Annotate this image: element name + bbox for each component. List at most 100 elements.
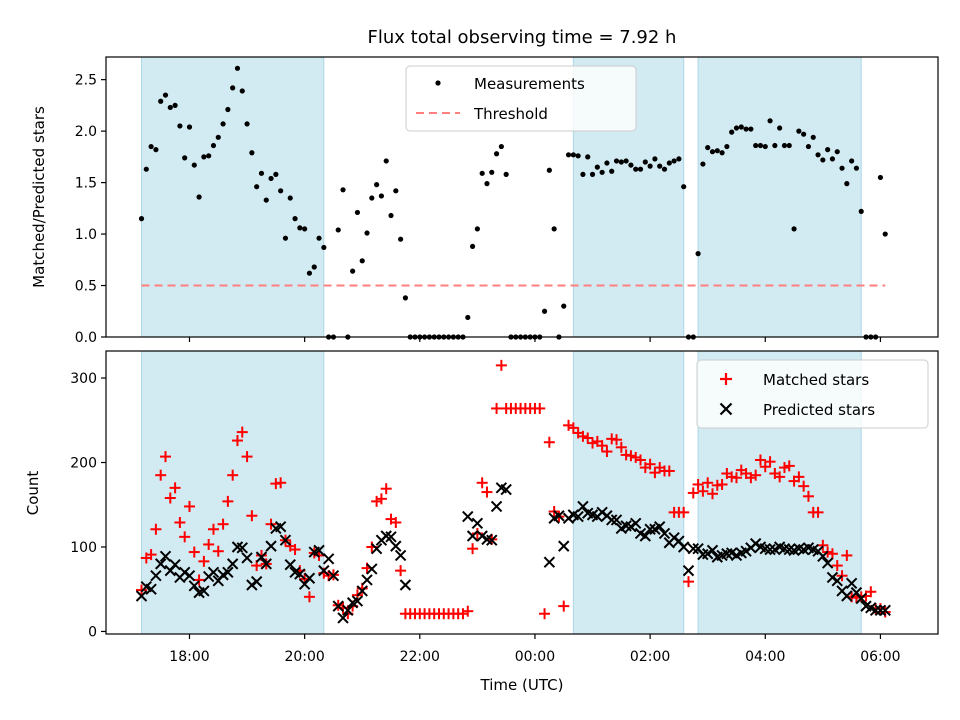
matched-star-point: [183, 500, 195, 512]
measurement-point: [594, 164, 600, 170]
predicted-star-point: [817, 550, 829, 562]
matched-star-point: [750, 469, 762, 481]
x-tick-label: 20:00: [284, 649, 324, 665]
predicted-star-point: [706, 544, 719, 557]
predicted-star-point: [553, 510, 565, 522]
measurement-point: [849, 158, 855, 164]
measurement-point: [623, 158, 629, 164]
measurement-point: [767, 118, 773, 124]
measurement-point: [177, 123, 183, 129]
measurement-point: [167, 104, 173, 111]
matched-star-point: [169, 482, 181, 494]
predicted-star-point: [385, 531, 397, 543]
matched-stars-series: [136, 359, 891, 620]
measurement-point: [465, 314, 471, 321]
measurement-point: [877, 174, 884, 181]
matched-stars-legend-marker: [720, 373, 732, 385]
measurement-point: [676, 156, 682, 162]
predicted-star-point: [150, 570, 162, 582]
measurement-point: [633, 166, 639, 172]
predicted-star-point: [394, 549, 407, 562]
predicted-star-point: [596, 506, 608, 519]
matched-star-point: [706, 488, 718, 500]
measurement-point: [753, 142, 759, 149]
matched-star-point: [611, 434, 623, 446]
measurement-point: [364, 230, 370, 236]
measurement-point: [815, 152, 821, 158]
predicted-star-point: [183, 570, 196, 582]
matched-star-point: [289, 544, 301, 556]
matched-star-point: [155, 469, 167, 481]
top-y-tick-label: 2.5: [75, 73, 97, 89]
matched-star-point: [558, 600, 570, 612]
measurement-point: [215, 134, 221, 140]
measurement-point: [378, 193, 385, 199]
matched-star-point: [491, 402, 503, 414]
measurement-point: [700, 161, 706, 167]
matched-star-point: [582, 432, 594, 444]
predicted-star-point: [869, 604, 882, 617]
predicted-star-point: [577, 500, 589, 513]
predicted-star-point: [399, 579, 412, 591]
measurement-point: [498, 143, 504, 150]
top-y-tick-label: 2.0: [75, 124, 97, 140]
predicted-star-point: [668, 531, 680, 544]
measurement-point: [853, 165, 860, 171]
matched-star-point: [778, 462, 790, 474]
matched-star-point: [812, 506, 824, 518]
measurement-point: [882, 231, 888, 237]
predicted-star-point: [682, 564, 695, 577]
measurement-point: [278, 188, 284, 194]
matched-star-point: [222, 495, 234, 507]
bottom-axes-frame: [105, 350, 939, 635]
measurement-point: [153, 147, 159, 153]
measurement-point: [388, 212, 394, 219]
measurement-point: [311, 264, 317, 270]
predicted-star-point: [207, 566, 220, 579]
measurement-point: [705, 144, 711, 151]
matched-star-point: [136, 584, 148, 596]
measurement-point: [810, 134, 816, 140]
measurement-point: [829, 156, 836, 162]
bottom-y-axis-label: Count: [24, 471, 42, 516]
measurement-point: [316, 235, 322, 241]
measurement-point: [287, 195, 293, 201]
measurement-point: [162, 92, 169, 98]
measurements-legend-marker: [435, 80, 441, 86]
x-tick-label: 06:00: [860, 649, 900, 665]
measurement-point: [263, 197, 269, 203]
measurement-point: [254, 184, 260, 190]
matched-star-point: [203, 538, 215, 550]
measurement-point: [565, 152, 572, 158]
predicted-star-point: [284, 559, 296, 571]
predicted-star-point: [855, 592, 867, 605]
x-tick-label: 04:00: [745, 649, 785, 665]
predicted-star-point: [677, 541, 690, 553]
predicted-star-point: [279, 534, 292, 546]
measurement-point: [489, 169, 495, 175]
matched-star-point: [625, 450, 637, 462]
predicted-star-point: [471, 517, 484, 530]
predicted-star-point: [658, 527, 671, 540]
matched-star-point: [467, 543, 479, 555]
matched-star-point: [159, 451, 171, 463]
matched-star-point: [275, 477, 287, 489]
predicted-star-point: [356, 585, 368, 597]
measurement-point: [618, 159, 624, 165]
measurement-point: [493, 151, 500, 157]
measurement-point: [335, 227, 341, 233]
x-tick-label: 22:00: [400, 649, 440, 665]
matched-star-point: [188, 546, 200, 558]
predicted-star-point: [154, 558, 167, 570]
matched-star-point: [198, 555, 210, 567]
measurement-point: [340, 187, 346, 193]
bottom-x-axis-ticks: 18:00 20:00 22:00 00:00 02:00 04:00 06:00: [169, 634, 901, 665]
measurement-point: [359, 258, 365, 264]
predicted-star-point: [327, 570, 340, 582]
matched-star-point: [764, 456, 776, 468]
measurement-point: [306, 270, 313, 276]
measurement-point: [733, 125, 740, 131]
matched-star-point: [663, 465, 675, 477]
measurement-point: [369, 195, 375, 201]
